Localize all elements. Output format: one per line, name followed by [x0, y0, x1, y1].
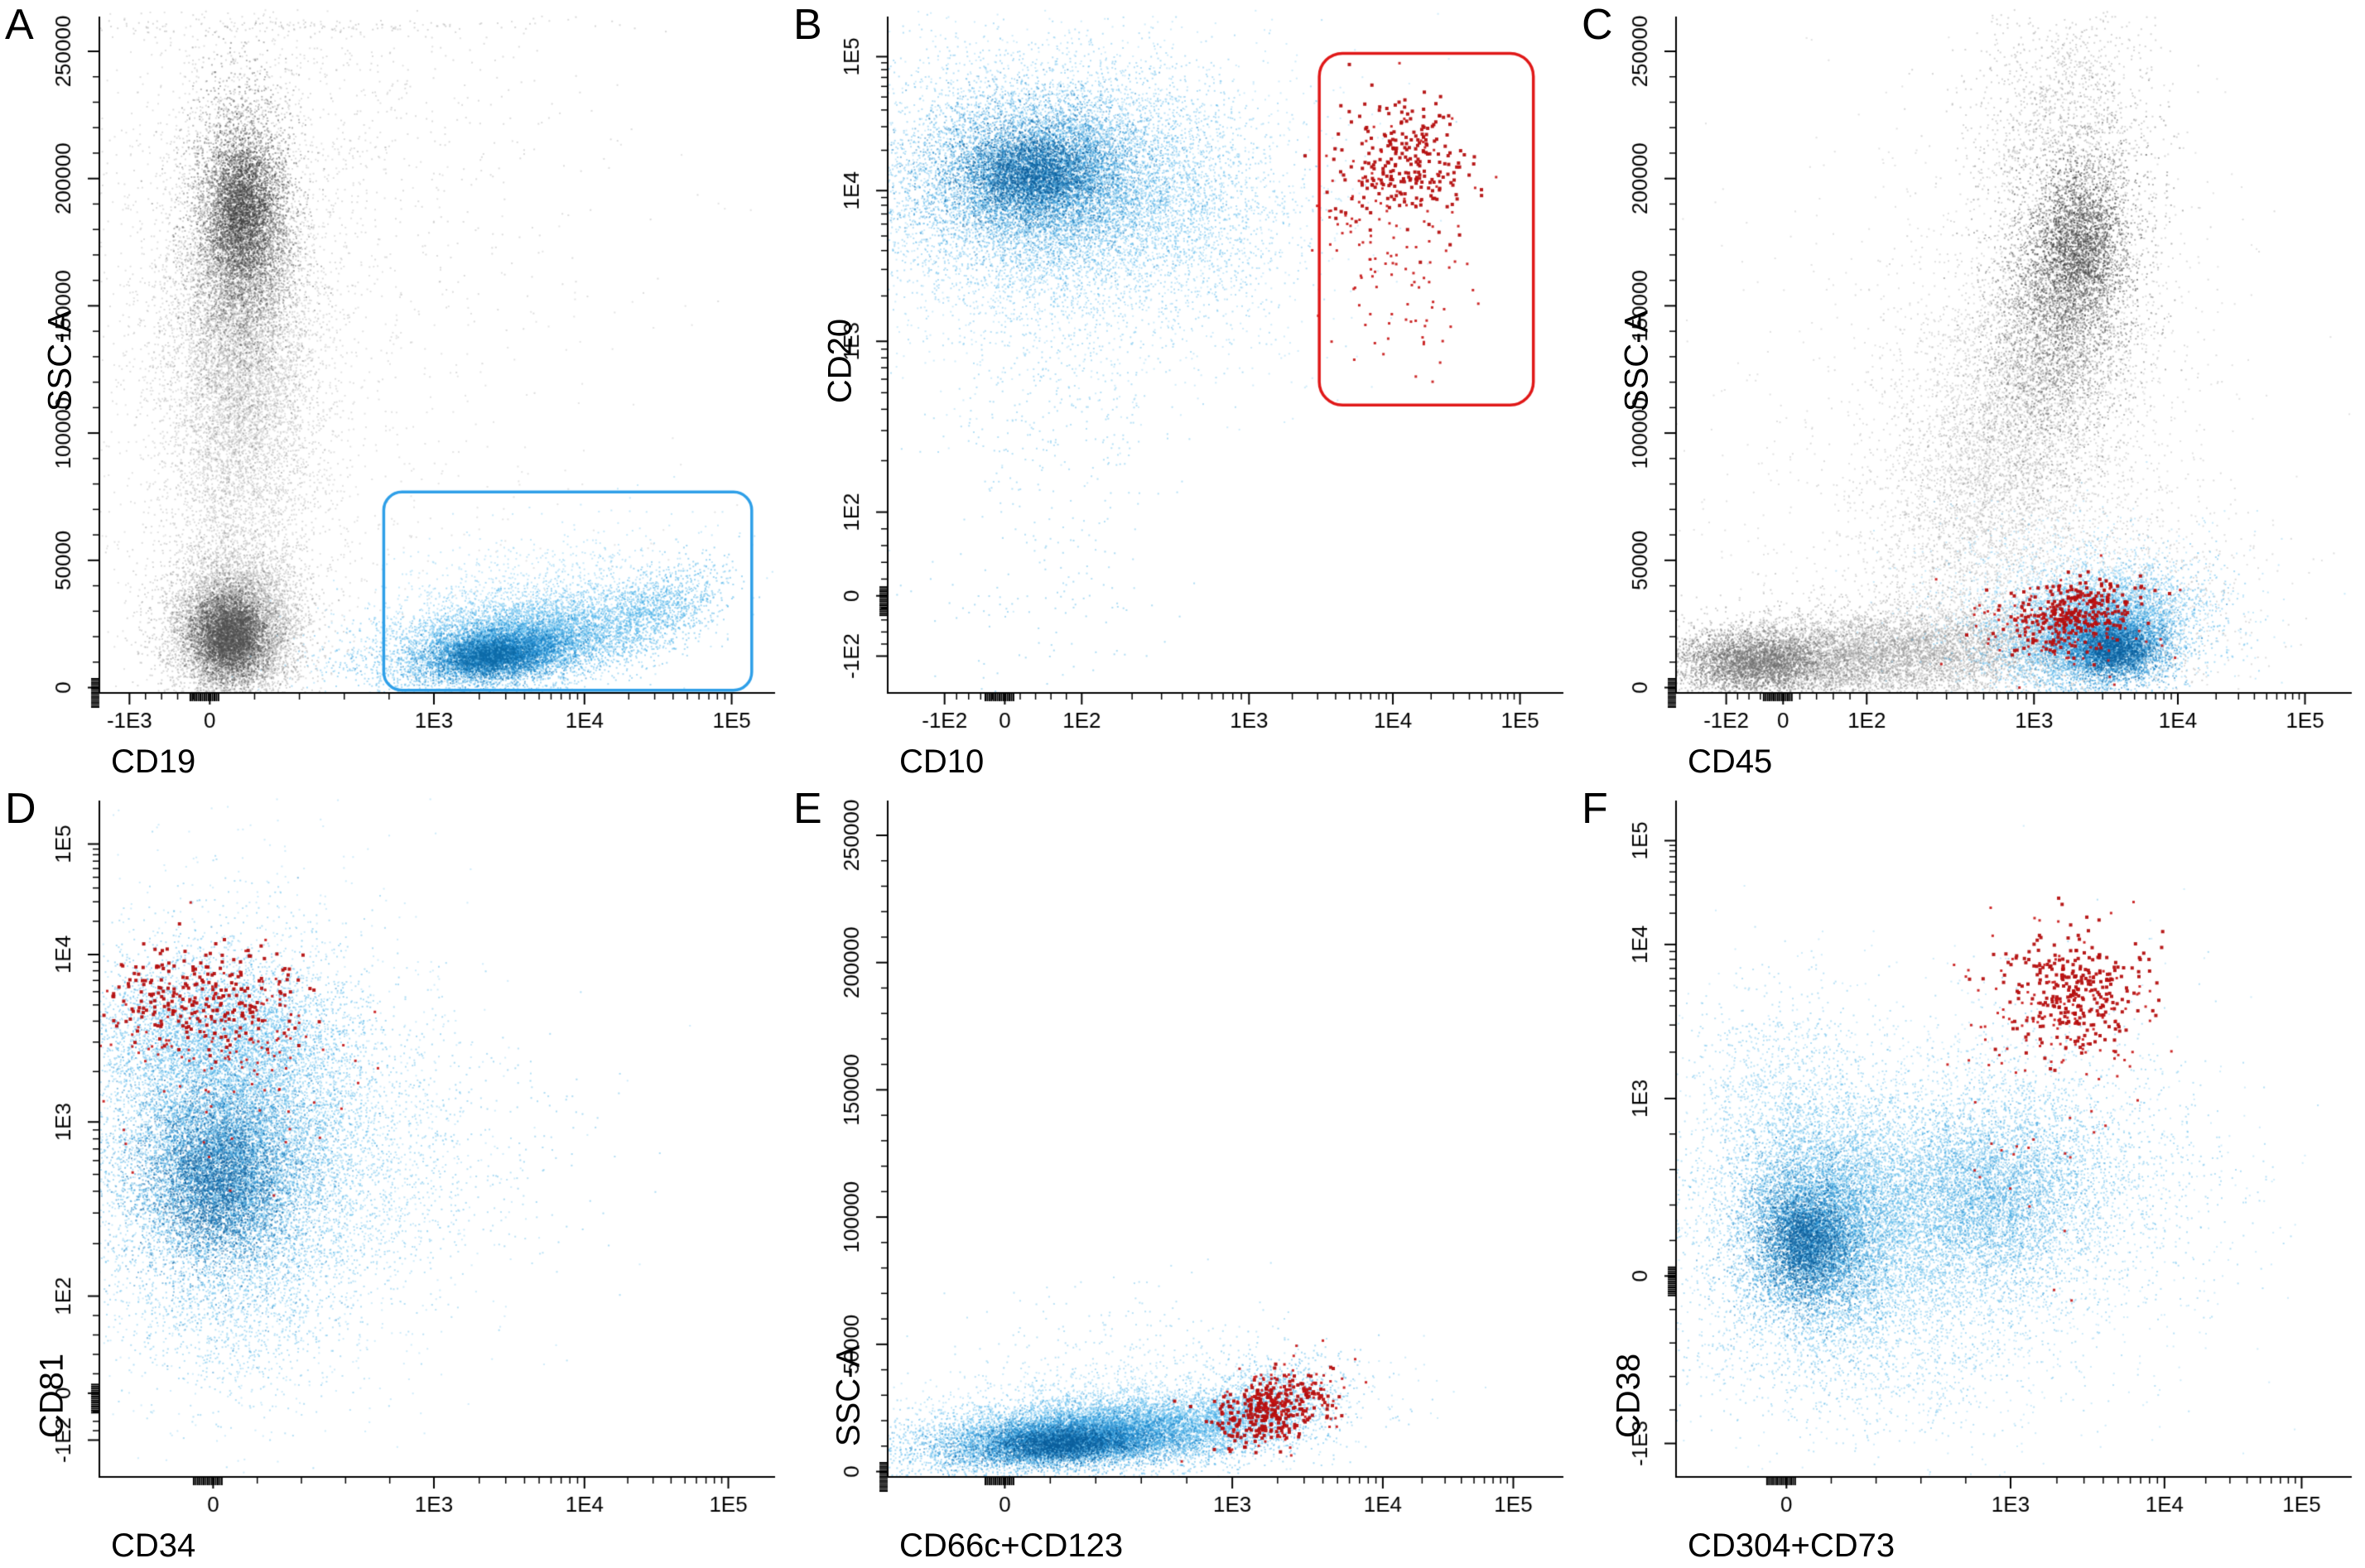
panel-B-x-axis-label: CD10	[899, 743, 985, 780]
panel-C-x-axis-label: CD45	[1688, 743, 1773, 780]
panel-letter-E: E	[793, 785, 822, 833]
panel-E-y-axis-label: SSC-A	[830, 1344, 867, 1446]
panel-F: F CD38 CD304+CD73	[1577, 784, 2365, 1568]
panel-letter-F: F	[1582, 785, 1608, 833]
panel-F-y-axis-label: CD38	[1610, 1353, 1647, 1438]
scatter-plot-canvas-E	[788, 784, 1577, 1568]
panel-A-x-axis-label: CD19	[111, 743, 196, 780]
scatter-plot-canvas-C	[1577, 0, 2365, 784]
scatter-plot-canvas-F	[1577, 784, 2365, 1568]
panel-letter-B: B	[793, 1, 822, 49]
panel-E-x-axis-label: CD66c+CD123	[899, 1527, 1124, 1564]
panel-letter-D: D	[5, 785, 36, 833]
panel-letter-A: A	[5, 1, 34, 49]
panel-C-y-axis-label: SSC-A	[1618, 310, 1655, 411]
scatter-plot-canvas-B	[788, 0, 1577, 784]
panel-E: E SSC-A CD66c+CD123	[788, 784, 1577, 1568]
scatter-plot-canvas-D	[0, 784, 788, 1568]
panel-D-y-axis-label: CD81	[33, 1353, 70, 1438]
panel-D: D CD81 CD34	[0, 784, 788, 1568]
panel-letter-C: C	[1582, 1, 1613, 49]
panel-B-y-axis-label: CD20	[821, 318, 859, 403]
panel-D-x-axis-label: CD34	[111, 1527, 196, 1564]
panel-F-x-axis-label: CD304+CD73	[1688, 1527, 1895, 1564]
panel-C: C SSC-A CD45	[1577, 0, 2365, 784]
panel-A: A SSC-A CD19	[0, 0, 788, 784]
panel-A-y-axis-label: SSC-A	[41, 310, 79, 411]
scatter-plot-canvas-A	[0, 0, 788, 784]
panel-B: B CD20 CD10	[788, 0, 1577, 784]
